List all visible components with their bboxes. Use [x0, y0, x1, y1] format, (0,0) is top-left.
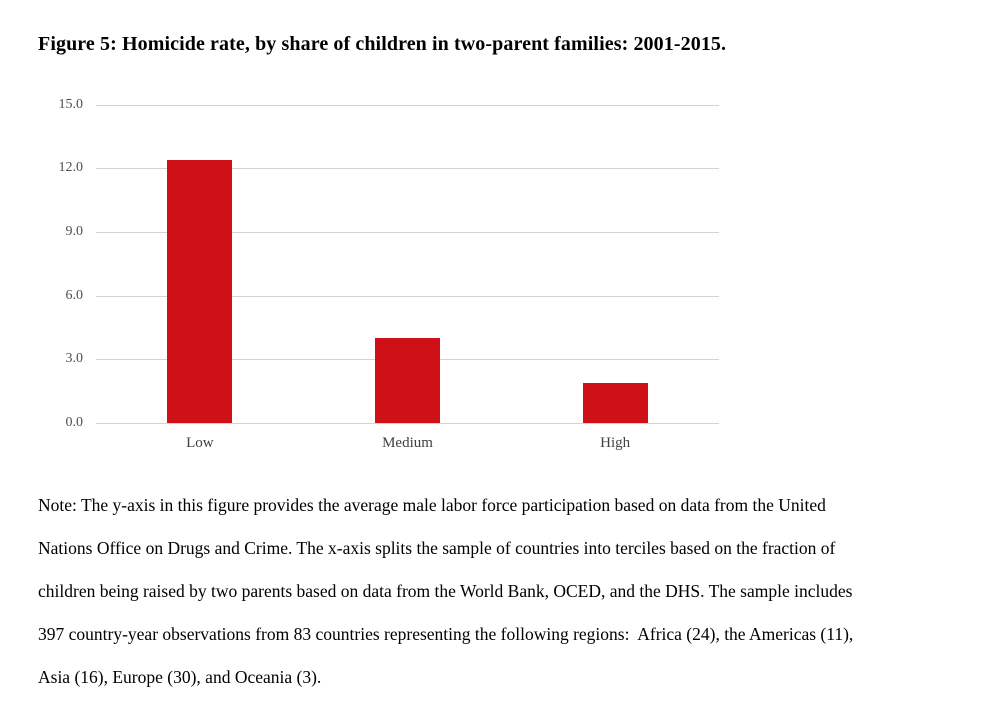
gridline: [96, 104, 719, 106]
figure-title: Figure 5: Homicide rate, by share of chi…: [38, 33, 727, 55]
figure-note: Note: The y-axis in this figure provides…: [38, 484, 988, 699]
bar-medium: [375, 338, 440, 423]
gridline: [96, 423, 719, 424]
gridline: [96, 295, 719, 297]
figure-note-line: Asia (16), Europe (30), and Oceania (3).: [38, 667, 322, 687]
y-axis-tick-label: 3.0: [65, 351, 84, 367]
gridline: [96, 168, 719, 170]
figure-note-line: 397 country-year observations from 83 co…: [38, 624, 854, 644]
y-axis-tick-label: 9.0: [65, 223, 84, 239]
y-axis-tick-label: 6.0: [65, 287, 84, 303]
y-axis-labels: 0.0 3.0 6.0 9.0 12.0 15.0: [40, 96, 84, 436]
x-axis-tick-label: High: [600, 435, 631, 451]
gridline: [96, 231, 719, 233]
y-axis-tick-label: 0.0: [65, 415, 84, 430]
bar-chart: 0.0 3.0 6.0 9.0 12.0 15.0 Low Medium High: [40, 96, 719, 461]
figure-note-line: Nations Office on Drugs and Crime. The x…: [38, 538, 836, 558]
figure-note-line: Note: The y-axis in this figure provides…: [38, 495, 826, 515]
figure-note-line: children being raised by two parents bas…: [38, 581, 853, 601]
y-axis-tick-label: 12.0: [58, 160, 84, 176]
x-axis-tick-label: Low: [186, 435, 214, 451]
bar-low: [167, 159, 233, 423]
plot-area: Low Medium High: [96, 96, 719, 451]
y-axis-tick-label: 15.0: [58, 96, 84, 112]
x-axis-tick-label: Medium: [382, 435, 433, 451]
bar-high: [582, 382, 648, 423]
